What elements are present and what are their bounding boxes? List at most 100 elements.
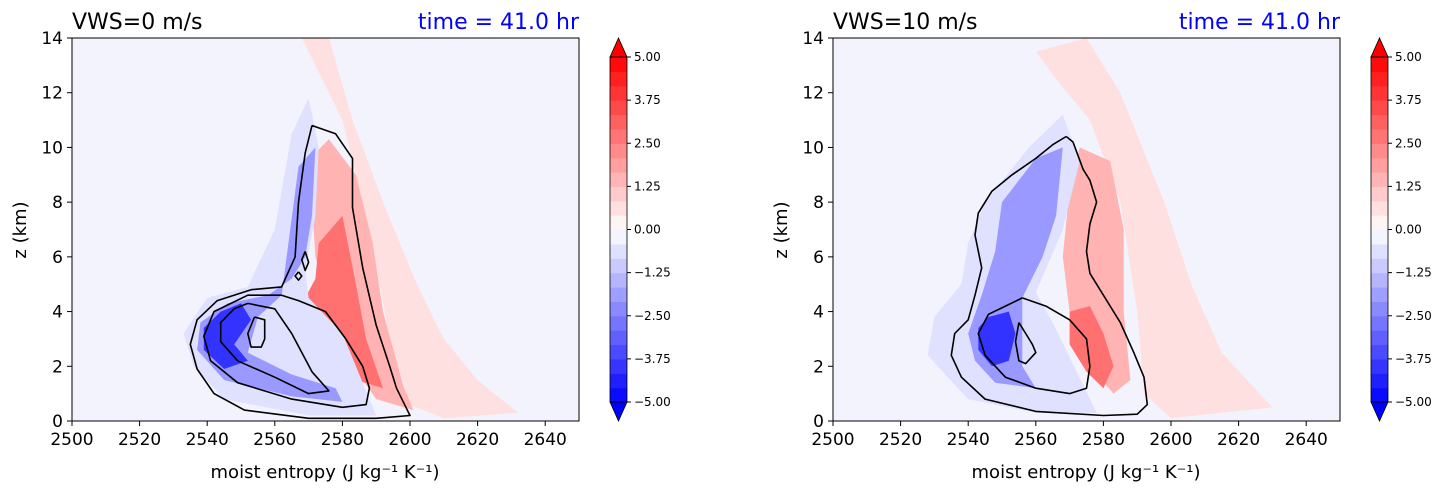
panel-vws-10: 2500 2520 2540 2560 2580 2600 2620 2640 0 2 4 6 8 10…: [771, 10, 1341, 483]
contour-line-1: [203, 294, 371, 409]
colorbar-swatch: [610, 258, 627, 274]
colorbar-swatch: [1371, 387, 1388, 403]
colorbar-swatch: [1371, 128, 1388, 144]
colorbar-swatch: [1371, 373, 1388, 389]
y-axis-label: z (km): [771, 201, 792, 258]
colorbar-swatch: [1371, 57, 1388, 72]
colorbar-swatch: [610, 344, 627, 360]
colorbar-tick-label: −3.75: [1395, 352, 1432, 366]
x-tick-label: 2620: [1217, 430, 1260, 450]
colorbar-tick-label: 1.25: [1395, 179, 1422, 193]
colorbar-swatch: [610, 114, 627, 130]
y-tick-label: 0: [813, 412, 824, 432]
panel-vws-0: 2500 2520 2540 2560 2580 2600 2620 2640 0 2 4 6 8 10…: [10, 10, 580, 483]
colorbar: −5.00 −3.75 −2.50 −1.25 0.00 1.25 2.50 3.75 5.00: [1370, 37, 1432, 422]
colorbar-tick-label: 1.25: [634, 179, 661, 193]
x-axis: 2500 2520 2540 2560 2580 2600 2620 2640: [50, 421, 567, 450]
y-tick-label: 10: [41, 138, 63, 158]
colorbar-swatch: [1371, 215, 1388, 231]
y-tick-label: 8: [52, 193, 63, 213]
plot-frame: [71, 37, 580, 422]
filled-level-region-0: [1035, 38, 1273, 419]
colorbar-tick-label: 3.75: [634, 93, 661, 107]
panel-title: VWS=0 m/s: [72, 10, 203, 35]
filled-level-region-2: [295, 215, 383, 389]
y-tick-label: 6: [813, 248, 824, 268]
colorbar-swatch: [610, 200, 627, 216]
y-tick-label: 10: [802, 138, 824, 158]
x-tick-label: 2520: [879, 430, 922, 450]
colorbar-swatch: [1371, 85, 1388, 101]
filled-level-region-5: [978, 311, 1016, 367]
x-tick-label: 2640: [1285, 430, 1328, 450]
colorbar-swatch: [610, 128, 627, 144]
x-tick-label: 2560: [253, 430, 296, 450]
contour-line-1: [977, 297, 1091, 395]
colorbar-tick-label: −3.75: [634, 352, 671, 366]
plot-frame: [832, 37, 1341, 422]
colorbar-extend-min: [609, 401, 628, 422]
colorbar-swatch: [610, 57, 627, 72]
colorbar-swatch: [1371, 330, 1388, 346]
x-tick-label: 2560: [1014, 430, 1057, 450]
colorbar-swatch: [610, 186, 627, 202]
colorbar-swatch: [610, 243, 627, 259]
colorbar-swatch: [1371, 172, 1388, 187]
x-tick-label: 2540: [947, 430, 990, 450]
colorbar-tick-label: 0.00: [634, 223, 661, 237]
y-tick-label: 12: [41, 84, 63, 104]
y-tick-label: 4: [813, 303, 824, 323]
colorbar-swatch: [1371, 157, 1388, 173]
colorbar-swatch: [610, 100, 627, 116]
colorbar-tick-label: −5.00: [1395, 395, 1432, 409]
colorbar-swatch: [610, 157, 627, 173]
x-tick-label: 2600: [388, 430, 431, 450]
x-tick-label: 2500: [811, 430, 854, 450]
colorbar-swatch: [1371, 315, 1388, 331]
x-axis-label: moist entropy (J kg⁻¹ K⁻¹): [211, 462, 440, 483]
x-tick-label: 2580: [1082, 430, 1125, 450]
x-axis-label: moist entropy (J kg⁻¹ K⁻¹): [972, 462, 1201, 483]
y-tick-label: 14: [41, 29, 63, 49]
colorbar-tick-label: −2.50: [1395, 309, 1432, 323]
colorbar-tick-label: 5.00: [634, 50, 661, 64]
colorbar-swatch: [610, 301, 627, 317]
colorbar-swatch: [1371, 358, 1388, 374]
x-tick-label: 2640: [524, 430, 567, 450]
time-label: time = 41.0 hr: [1179, 10, 1341, 35]
x-tick-label: 2620: [456, 430, 499, 450]
line-contours: [189, 124, 411, 420]
colorbar-swatch: [610, 215, 627, 231]
line-contours: [950, 135, 1149, 417]
y-axis: 0 2 4 6 8 10 12 14: [41, 29, 72, 432]
colorbar-swatch: [610, 272, 627, 288]
colorbar-tick-label: 2.50: [634, 136, 661, 150]
colorbar-extend-max: [1370, 37, 1389, 58]
colorbar-tick-label: −2.50: [634, 309, 671, 323]
y-tick-label: 12: [802, 84, 824, 104]
filled-level-region-2: [1069, 306, 1114, 389]
filled-level-region-6: [203, 303, 252, 369]
colorbar-swatch: [1371, 186, 1388, 202]
colorbar-swatch: [1371, 143, 1388, 159]
y-tick-label: 4: [52, 303, 63, 323]
colorbar-swatch: [610, 315, 627, 331]
colorbar-swatch: [1371, 344, 1388, 360]
x-tick-label: 2540: [186, 430, 229, 450]
contour-line-2: [1014, 322, 1037, 365]
colorbar-swatch: [610, 229, 627, 245]
colorbar-swatch: [610, 287, 627, 302]
contour-line-4: [300, 251, 310, 272]
y-tick-label: 14: [802, 29, 824, 49]
colorbar-swatch: [1371, 229, 1388, 245]
colorbar-swatch: [610, 373, 627, 389]
colorbar-swatch: [1371, 100, 1388, 116]
colorbar-extend-max: [609, 37, 628, 58]
colorbar-swatch: [610, 85, 627, 101]
x-tick-label: 2520: [118, 430, 161, 450]
colorbar-swatch: [1371, 258, 1388, 274]
panel-title: VWS=10 m/s: [833, 10, 978, 35]
filled-level-region-0: [301, 38, 519, 419]
colorbar-swatch: [1371, 114, 1388, 130]
